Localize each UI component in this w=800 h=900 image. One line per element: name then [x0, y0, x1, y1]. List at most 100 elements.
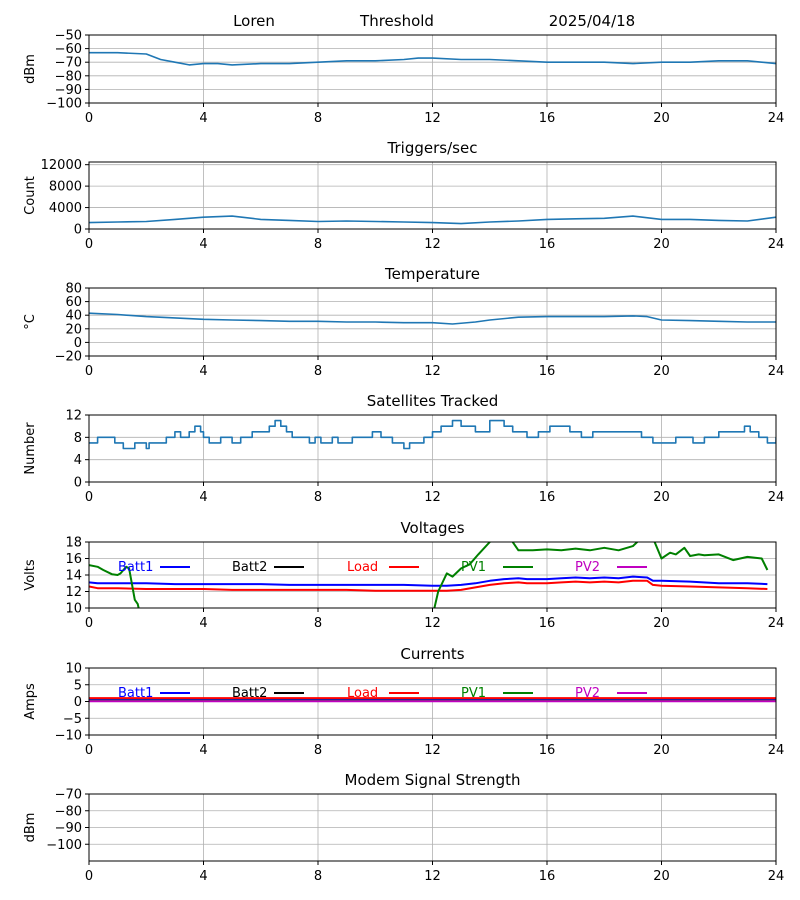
- y-tick-label: −60: [55, 42, 82, 57]
- header-text: Threshold: [359, 12, 434, 30]
- chart-title: Currents: [400, 645, 464, 663]
- y-tick-label: 14: [65, 569, 82, 584]
- x-tick-label: 24: [768, 743, 785, 758]
- y-axis-label: Volts: [23, 559, 38, 591]
- y-tick-label: −90: [55, 83, 82, 98]
- y-tick-label: 5: [74, 678, 82, 693]
- y-tick-label: 12000: [41, 158, 82, 173]
- y-tick-label: −5: [63, 712, 82, 727]
- legend-label: PV2: [575, 560, 600, 575]
- x-tick-label: 16: [539, 237, 556, 252]
- x-tick-label: 8: [314, 364, 322, 379]
- legend-label: Load: [347, 686, 378, 701]
- y-tick-label: 16: [65, 552, 82, 567]
- x-tick-label: 4: [199, 237, 207, 252]
- x-tick-label: 20: [653, 616, 670, 631]
- x-tick-label: 0: [85, 111, 93, 126]
- series-line-load: [89, 579, 768, 592]
- x-tick-label: 20: [653, 490, 670, 505]
- x-tick-label: 24: [768, 237, 785, 252]
- x-tick-label: 0: [85, 869, 93, 884]
- y-tick-label: 0: [74, 476, 82, 491]
- x-tick-label: 12: [424, 616, 441, 631]
- y-axis-label: Amps: [23, 683, 38, 720]
- panel-1: 0 4 8 12 16 20 24 −100−90−80−70−60−50 dBm Loren Th…: [23, 12, 784, 126]
- x-tick-label: 20: [653, 111, 670, 126]
- x-tick-label: 8: [314, 743, 322, 758]
- y-tick-label: −80: [55, 69, 82, 84]
- y-tick-label: −100: [46, 97, 82, 112]
- x-tick-label: 4: [199, 364, 207, 379]
- x-tick-label: 8: [314, 111, 322, 126]
- x-tick-label: 16: [539, 490, 556, 505]
- x-tick-label: 24: [768, 869, 785, 884]
- legend-label: PV1: [461, 686, 486, 701]
- y-tick-label: −90: [55, 821, 82, 836]
- y-tick-label: 4000: [49, 201, 82, 216]
- y-tick-label: −10: [55, 729, 82, 744]
- chart-title: Voltages: [400, 519, 464, 537]
- series-line: [89, 51, 776, 66]
- y-tick-label: 0: [74, 336, 82, 351]
- x-tick-label: 8: [314, 869, 322, 884]
- y-tick-label: 8: [74, 431, 82, 446]
- x-tick-label: 4: [199, 616, 207, 631]
- series-line-batt1: [89, 575, 768, 587]
- legend-label: Batt2: [232, 560, 267, 575]
- x-tick-label: 4: [199, 869, 207, 884]
- x-tick-label: 20: [653, 237, 670, 252]
- y-axis-label: dBm: [23, 54, 38, 84]
- legend-label: Batt1: [118, 686, 153, 701]
- legend-label: Load: [347, 560, 378, 575]
- y-tick-label: 18: [65, 536, 82, 551]
- series-line: [89, 215, 776, 225]
- chart-title: Temperature: [384, 265, 480, 283]
- x-tick-label: 0: [85, 364, 93, 379]
- panel-7: 0 4 8 12 16 20 24 −100 −90 −80−70 dBm Modem Signal …: [23, 771, 784, 884]
- x-tick-label: 16: [539, 743, 556, 758]
- series-line: [89, 312, 776, 325]
- x-tick-label: 4: [199, 743, 207, 758]
- chart-title: Satellites Tracked: [367, 392, 498, 410]
- y-tick-label: 40: [65, 309, 82, 324]
- x-tick-label: 12: [424, 237, 441, 252]
- x-tick-label: 16: [539, 111, 556, 126]
- x-tick-label: 0: [85, 490, 93, 505]
- x-tick-label: 24: [768, 616, 785, 631]
- y-tick-label: −50: [55, 29, 82, 44]
- y-tick-label: 20: [65, 322, 82, 337]
- x-tick-label: 20: [653, 364, 670, 379]
- x-tick-label: 16: [539, 869, 556, 884]
- header-text: Loren: [233, 12, 275, 30]
- legend-label: PV1: [461, 560, 486, 575]
- x-tick-label: 12: [424, 869, 441, 884]
- legend-label: Batt2: [232, 686, 267, 701]
- y-tick-label: 10: [65, 662, 82, 677]
- x-tick-label: 0: [85, 616, 93, 631]
- x-tick-label: 24: [768, 490, 785, 505]
- x-tick-label: 8: [314, 490, 322, 505]
- x-tick-label: 16: [539, 616, 556, 631]
- y-tick-label: 12: [65, 409, 82, 424]
- y-axis-label: Number: [23, 422, 38, 475]
- chart-title: Triggers/sec: [387, 139, 478, 157]
- y-axis-label: °C: [23, 314, 38, 330]
- panel-6: 0 4 8 12 16 20 24 −10 −5 0 510 Amps Currents Batt1 Bat…: [23, 645, 784, 758]
- y-tick-label: −80: [55, 804, 82, 819]
- x-tick-label: 12: [424, 743, 441, 758]
- legend-label: PV2: [575, 686, 600, 701]
- x-tick-label: 4: [199, 111, 207, 126]
- y-tick-label: −70: [55, 788, 82, 803]
- y-tick-label: −100: [46, 838, 82, 853]
- y-tick-label: 0: [74, 695, 82, 710]
- x-tick-label: 12: [424, 111, 441, 126]
- y-tick-label: 10: [65, 602, 82, 617]
- series-line: [89, 419, 776, 450]
- x-tick-label: 24: [768, 364, 785, 379]
- panel-4: 0 4 8 12 16 20 24 0 4 8 12 Number Satellites Tracked: [23, 392, 784, 505]
- x-tick-label: 20: [653, 743, 670, 758]
- y-tick-label: 0: [74, 223, 82, 238]
